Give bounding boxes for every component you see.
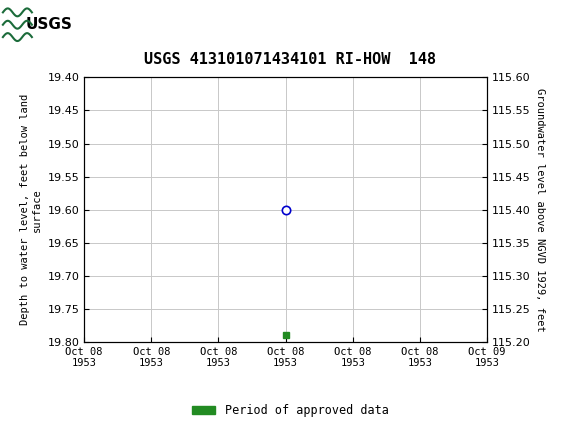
Legend: Period of approved data: Period of approved data: [187, 399, 393, 422]
Y-axis label: Groundwater level above NGVD 1929, feet: Groundwater level above NGVD 1929, feet: [535, 88, 545, 332]
Text: USGS 413101071434101 RI-HOW  148: USGS 413101071434101 RI-HOW 148: [144, 52, 436, 67]
Text: USGS: USGS: [26, 17, 72, 32]
Y-axis label: Depth to water level, feet below land
surface: Depth to water level, feet below land su…: [20, 94, 42, 325]
Bar: [1, 2, 97, 47]
